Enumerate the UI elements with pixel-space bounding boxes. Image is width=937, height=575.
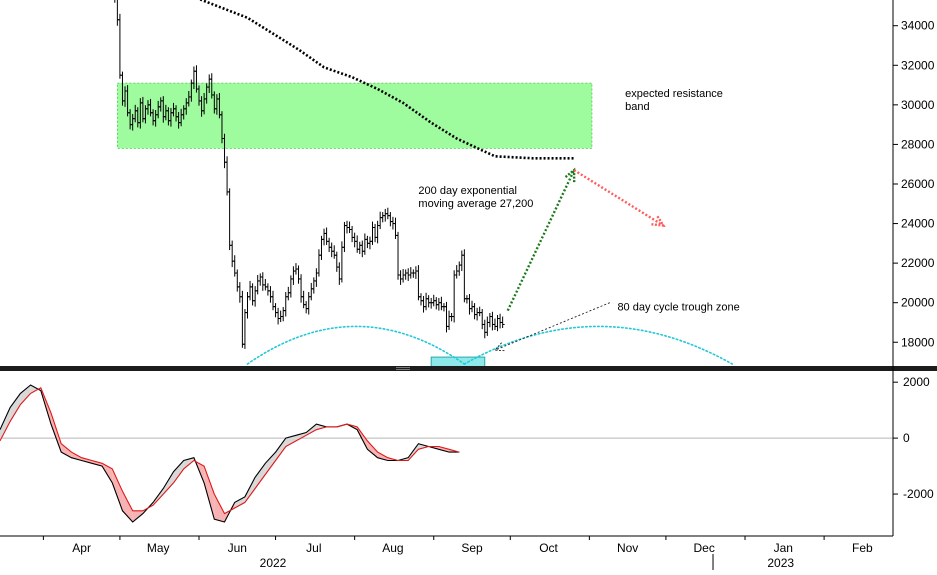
oscillator-fill [173, 460, 184, 483]
oscillator-fill [81, 457, 92, 464]
annotation-trough: 80 day cycle trough zone [617, 302, 739, 314]
projection-arrow-2 [573, 169, 665, 227]
x-month-label: Jul [306, 541, 321, 555]
x-month-label: Aug [382, 541, 403, 555]
oscillator-fill [30, 384, 41, 394]
annotation-ema: 200 day exponential moving average 27,200 [418, 185, 533, 210]
oscillator-fill [234, 496, 245, 509]
projection-arrowhead-2 [651, 214, 666, 227]
oscillator-line-red [0, 387, 460, 515]
oscillator-panel [0, 384, 893, 523]
annotation-resistance-line: band [625, 101, 649, 113]
oscillator-fill [91, 460, 103, 467]
oscillator-line-black [0, 384, 460, 523]
oscillator-fill [275, 438, 286, 461]
cycle-arc-1 [246, 325, 466, 365]
oscillator-fill [51, 412, 62, 453]
x-month-label: Oct [539, 541, 558, 555]
price-y-tick-label: 28000 [901, 137, 935, 151]
x-year-label: 2022 [260, 556, 287, 570]
oscillator-fill [122, 491, 133, 523]
oscillator-fill [244, 477, 256, 503]
oscillator-fill [10, 393, 21, 422]
x-month-label: May [147, 541, 170, 555]
price-y-tick-label: 34000 [901, 19, 935, 33]
oscillator-fill [418, 443, 429, 450]
price-y-tick-label: 24000 [901, 217, 935, 231]
x-year-label: 2023 [767, 556, 794, 570]
x-month-label: Feb [852, 541, 873, 555]
x-month-label: Nov [617, 541, 638, 555]
oscillator-fill [316, 424, 327, 430]
oscillator-fill [285, 435, 296, 447]
x-month-label: Sep [461, 541, 483, 555]
oscillator-fill [255, 463, 266, 489]
x-month-label: Jan [774, 541, 793, 555]
separator-grip-icon [396, 367, 410, 368]
annotation-resistance-line: expected resistance [625, 88, 723, 100]
price-y-tick-label: 20000 [901, 296, 935, 310]
oscillator-fill [20, 384, 31, 405]
price-y-tick-label: 18000 [901, 335, 935, 349]
x-month-label: Apr [72, 541, 91, 555]
oscillator-fill [367, 440, 378, 458]
x-month-label: Jun [228, 541, 247, 555]
price-y-tick-label: 30000 [901, 98, 935, 112]
oscillator-fill [438, 446, 450, 453]
oscillator-fill [112, 468, 123, 511]
osc-y-tick-label: -2000 [903, 487, 934, 501]
oscillator-fill [214, 494, 225, 523]
projection-arrow-1 [506, 169, 576, 312]
cycle-trough-box [430, 356, 486, 366]
oscillator-fill [163, 471, 174, 495]
price-y-tick-label: 32000 [901, 58, 935, 72]
panel-separator [0, 366, 937, 371]
oscillator-fill [265, 452, 276, 475]
price-y-tick-label: 26000 [901, 177, 935, 191]
annotation-resistance: expected resistance band [625, 88, 723, 113]
separator-grip-icon-2 [396, 369, 410, 370]
oscillator-fill [0, 407, 11, 441]
price-panel: expected resistance band 200 day exponenti… [114, 0, 740, 366]
oscillator-fill [204, 466, 215, 520]
projection-arrow-3 [494, 302, 610, 351]
osc-y-tick-label: 0 [903, 431, 910, 445]
oscillator-fill [295, 432, 307, 441]
osc-y-tick-label: 2000 [903, 375, 930, 389]
x-month-label: Dec [694, 541, 715, 555]
cycle-arc-2 [463, 325, 734, 365]
annotation-trough-line: 80 day cycle trough zone [617, 302, 739, 314]
price-y-tick-label: 22000 [901, 256, 935, 270]
annotation-ema-line: moving average 27,200 [418, 198, 533, 210]
ema-200-line [198, 0, 575, 160]
oscillator-fill [61, 443, 72, 458]
resistance-band [116, 82, 593, 149]
annotation-ema-line: 200 day exponential [418, 185, 516, 197]
